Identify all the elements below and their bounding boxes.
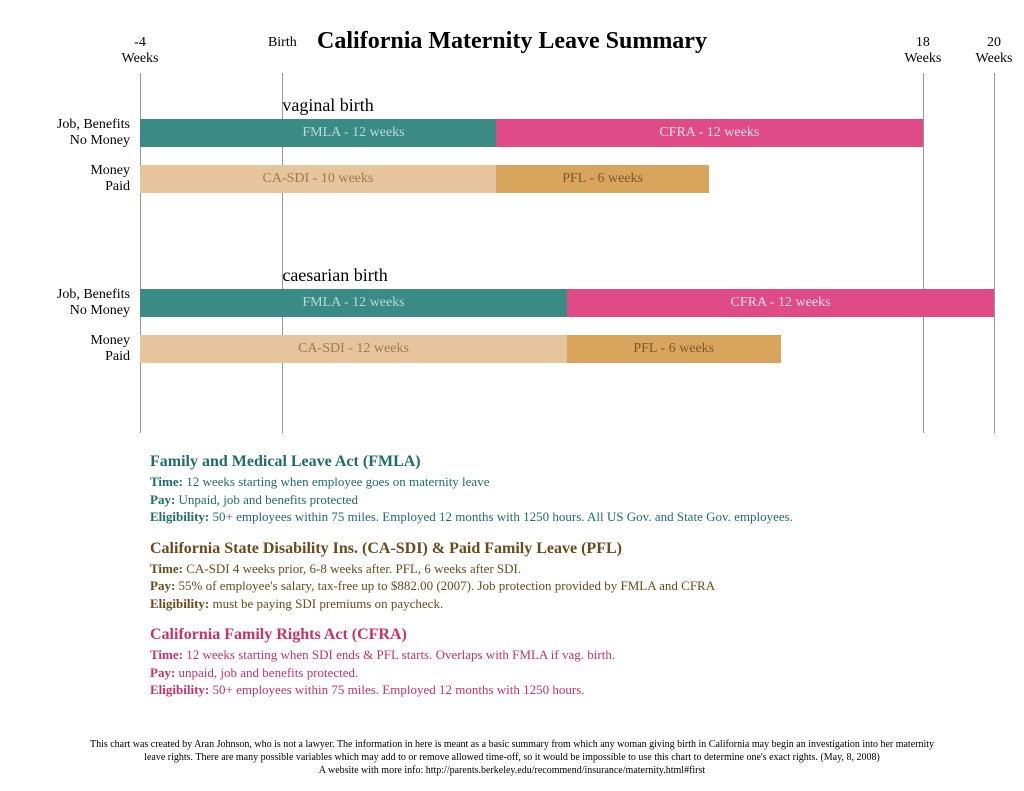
- row-label: Job, BenefitsNo Money: [10, 117, 140, 149]
- legend-line: Eligibility: 50+ employees within 75 mil…: [150, 508, 944, 526]
- axis-tick-label: -4Weeks: [100, 35, 180, 67]
- legend-line: Time: CA-SDI 4 weeks prior, 6-8 weeks af…: [150, 560, 944, 578]
- timeline-bar: FMLA - 12 weeks: [140, 289, 567, 317]
- timeline-bar: CFRA - 12 weeks: [567, 289, 994, 317]
- legend-block: California Family Rights Act (CFRA) Time:…: [150, 626, 944, 699]
- legend-line: Pay: Unpaid, job and benefits protected: [150, 491, 944, 509]
- axis-tick-label: Birth: [242, 35, 322, 51]
- chart-row: Job, BenefitsNo MoneyFMLA - 12 weeksCFRA…: [140, 289, 994, 317]
- scenario-title: caesarian birth: [282, 265, 994, 286]
- legend: Family and Medical Leave Act (FMLA) Time:…: [150, 453, 944, 699]
- disclaimer: This chart was created by Aran Johnson, …: [30, 738, 994, 777]
- chart-row: MoneyPaidCA-SDI - 12 weeksPFL - 6 weeks: [140, 335, 994, 363]
- timeline-bar: CFRA - 12 weeks: [496, 119, 923, 147]
- axis-tick: [994, 73, 995, 433]
- legend-line: Eligibility: must be paying SDI premiums…: [150, 595, 944, 613]
- legend-line: Time: 12 weeks starting when employee go…: [150, 473, 944, 491]
- timeline-bar: CA-SDI - 10 weeks: [140, 165, 496, 193]
- scenario-title: vaginal birth: [282, 95, 994, 116]
- timeline-chart: -4WeeksBirth18Weeks20Weeksvaginal birthJ…: [140, 73, 994, 433]
- disclaimer-line: A website with more info: http://parents…: [30, 764, 994, 777]
- timeline-bar: CA-SDI - 12 weeks: [140, 335, 567, 363]
- row-label: Job, BenefitsNo Money: [10, 287, 140, 319]
- legend-title: Family and Medical Leave Act (FMLA): [150, 453, 944, 471]
- chart-row: MoneyPaidCA-SDI - 10 weeksPFL - 6 weeks: [140, 165, 994, 193]
- disclaimer-line: This chart was created by Aran Johnson, …: [30, 738, 994, 751]
- legend-block: Family and Medical Leave Act (FMLA) Time:…: [150, 453, 944, 526]
- axis-tick-label: 18Weeks: [883, 35, 963, 67]
- row-label: MoneyPaid: [10, 163, 140, 195]
- disclaimer-line: leave rights. There are many possible va…: [30, 751, 994, 764]
- legend-line: Pay: 55% of employee's salary, tax-free …: [150, 577, 944, 595]
- legend-line: Pay: unpaid, job and benefits protected.: [150, 664, 944, 682]
- timeline-bar: PFL - 6 weeks: [567, 335, 781, 363]
- axis-tick-label: 20Weeks: [954, 35, 1024, 67]
- legend-line: Time: 12 weeks starting when SDI ends & …: [150, 646, 944, 664]
- legend-title: California State Disability Ins. (CA-SDI…: [150, 540, 944, 558]
- chart-row: Job, BenefitsNo MoneyFMLA - 12 weeksCFRA…: [140, 119, 994, 147]
- legend-title: California Family Rights Act (CFRA): [150, 626, 944, 644]
- legend-block: California State Disability Ins. (CA-SDI…: [150, 540, 944, 613]
- legend-line: Eligibility: 50+ employees within 75 mil…: [150, 681, 944, 699]
- timeline-bar: PFL - 6 weeks: [496, 165, 710, 193]
- row-label: MoneyPaid: [10, 333, 140, 365]
